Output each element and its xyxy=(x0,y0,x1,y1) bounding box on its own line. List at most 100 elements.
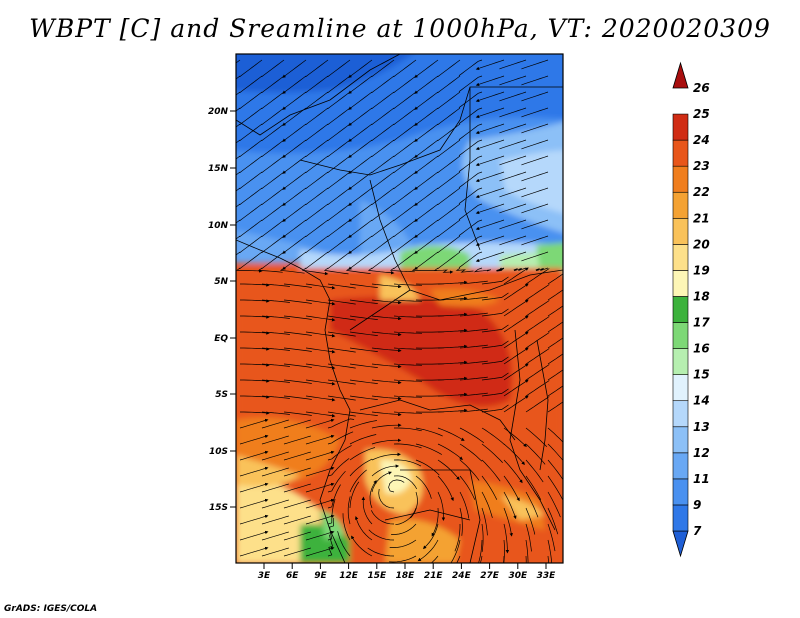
streamline xyxy=(525,443,546,465)
streamline xyxy=(283,483,311,493)
streamline xyxy=(261,315,290,319)
streamline xyxy=(371,452,401,461)
streamline xyxy=(371,155,395,174)
streamline xyxy=(327,187,351,206)
streamline xyxy=(240,315,270,319)
streamline xyxy=(239,91,263,110)
streamline xyxy=(547,491,561,518)
streamline xyxy=(437,171,461,190)
streamline xyxy=(503,347,529,365)
streamline xyxy=(305,411,336,418)
streamline xyxy=(525,332,550,349)
streamline xyxy=(499,203,527,214)
streamline xyxy=(414,235,439,254)
streamline xyxy=(433,267,454,274)
streamline xyxy=(327,75,351,94)
streamline xyxy=(305,107,329,126)
streamline xyxy=(499,91,527,102)
streamline xyxy=(327,331,356,337)
colorbar-label: 12 xyxy=(693,446,710,460)
streamline xyxy=(437,219,461,238)
lat-label: 5N xyxy=(214,277,228,287)
streamline xyxy=(261,435,289,445)
streamline xyxy=(513,267,527,272)
streamline xyxy=(282,155,307,174)
streamline xyxy=(327,59,351,78)
streamline xyxy=(535,267,549,272)
streamline xyxy=(458,155,483,172)
streamline xyxy=(456,555,461,563)
streamline xyxy=(481,388,509,397)
streamline xyxy=(393,139,417,158)
streamline xyxy=(481,276,509,285)
streamline xyxy=(261,395,290,399)
streamline xyxy=(371,139,395,158)
colorbar-label: 25 xyxy=(693,107,710,121)
streamline xyxy=(239,434,269,445)
streamline xyxy=(261,547,289,557)
streamline xyxy=(481,507,488,536)
streamline xyxy=(414,75,439,94)
streamline xyxy=(261,483,289,493)
streamline xyxy=(458,251,483,268)
streamline xyxy=(371,299,402,305)
colorbar-segment xyxy=(672,139,689,167)
streamline xyxy=(437,91,461,110)
streamline xyxy=(437,75,461,94)
streamline xyxy=(481,459,501,482)
streamline xyxy=(371,347,402,353)
streamline xyxy=(521,107,549,118)
streamline xyxy=(261,171,285,190)
streamline xyxy=(437,155,461,174)
map-area xyxy=(236,54,563,563)
lat-label: 10N xyxy=(208,221,229,231)
streamline xyxy=(371,363,402,369)
streamline xyxy=(547,385,563,397)
colorbar-label: 16 xyxy=(693,342,710,356)
streamline xyxy=(282,171,307,190)
streamline xyxy=(525,300,550,317)
streamline xyxy=(393,187,417,206)
streamline xyxy=(283,395,312,400)
streamline xyxy=(305,466,335,477)
streamline xyxy=(459,360,488,365)
streamline xyxy=(437,280,468,285)
streamline xyxy=(414,91,439,110)
streamline xyxy=(371,379,402,385)
streamline xyxy=(393,459,422,467)
streamline xyxy=(394,427,422,432)
streamline xyxy=(437,360,468,365)
streamline xyxy=(282,75,307,94)
colorbar-segment xyxy=(672,165,689,193)
streamline xyxy=(547,305,563,317)
streamline xyxy=(305,418,335,429)
streamline xyxy=(239,187,263,206)
streamline xyxy=(414,59,439,78)
streamline xyxy=(283,515,311,525)
lat-label: 10S xyxy=(209,447,228,457)
streamline xyxy=(305,514,335,525)
lon-label: 30E xyxy=(508,571,528,581)
streamline xyxy=(349,420,377,429)
colorbar-label: 15 xyxy=(693,368,710,382)
streamline xyxy=(261,411,290,415)
streamline xyxy=(393,347,423,350)
streamline xyxy=(458,235,483,252)
streamline xyxy=(437,376,468,381)
streamline xyxy=(393,299,423,302)
streamline xyxy=(458,187,483,204)
streamline xyxy=(499,171,527,182)
streamline xyxy=(475,251,505,262)
streamline xyxy=(351,535,373,557)
streamline xyxy=(473,267,492,273)
streamline xyxy=(458,59,483,76)
streamline xyxy=(348,171,373,190)
streamline xyxy=(430,555,439,563)
streamline xyxy=(525,380,550,397)
colorbar-segment xyxy=(672,348,689,375)
streamline xyxy=(305,251,329,270)
streamline xyxy=(305,171,329,190)
streamline xyxy=(459,443,483,462)
streamline xyxy=(521,171,549,182)
streamline xyxy=(410,491,418,519)
